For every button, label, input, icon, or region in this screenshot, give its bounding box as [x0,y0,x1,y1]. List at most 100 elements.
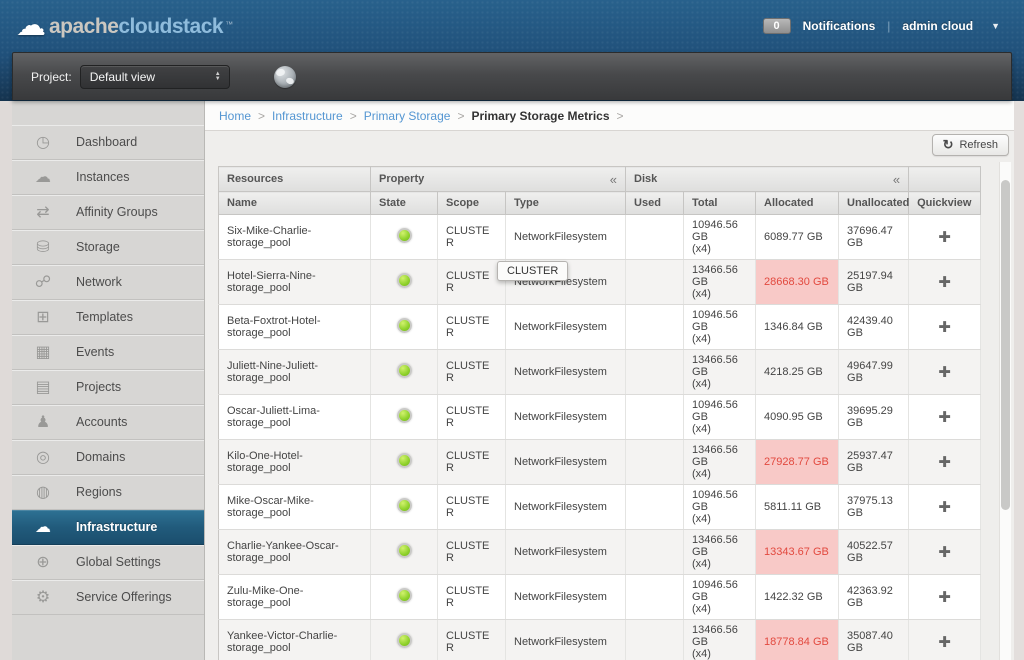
cell-used [626,305,684,350]
cell-unallocated: 42439.40 GB [839,305,909,350]
cell-state [371,485,438,530]
zone-globe-icon[interactable] [274,66,296,88]
cell-allocated: 4218.25 GB [756,350,839,395]
sidebar-item-events[interactable]: ▦ Events [12,335,204,370]
sidebar-item-regions[interactable]: ◍Regions [12,475,204,510]
sidebar-item-label: Templates [76,310,133,324]
storage-icon: ⛁ [30,237,56,257]
sidebar-item-network[interactable]: ☍ Network [12,265,204,300]
cell-name: Kilo-One-Hotel-storage_pool [219,440,371,485]
quickview-plus-icon[interactable]: ✚ [938,229,951,246]
cell-state [371,620,438,660]
quickview-plus-icon[interactable]: ✚ [938,499,951,516]
templates-icon: ⊞ [30,307,56,327]
regions-icon: ◍ [30,482,56,502]
quickview-plus-icon[interactable]: ✚ [938,454,951,471]
refresh-icon: ↻ [943,137,954,153]
cell-scope: CLUSTER [438,440,506,485]
cell-total: 10946.56 GB(x4) [684,305,756,350]
cell-name: Charlie-Yankee-Oscar-storage_pool [219,530,371,575]
sidebar-item-domains[interactable]: ◎Domains [12,440,204,475]
sidebar-item-label: Storage [76,240,120,254]
table-group-header-row: Resources Property « Disk [219,167,981,192]
sidebar-item-service-offerings[interactable]: ⚙Service Offerings [12,580,204,615]
cell-total: 10946.56 GB(x4) [684,215,756,260]
breadcrumb-item-primary-storage[interactable]: Primary Storage [364,109,451,123]
quickview-plus-icon[interactable]: ✚ [938,274,951,291]
state-on-indicator [397,453,412,468]
quickview-plus-icon[interactable]: ✚ [938,364,951,381]
user-menu[interactable]: admin cloud [902,19,973,33]
sidebar-item-templates[interactable]: ⊞ Templates [12,300,204,335]
sidebar-item-storage[interactable]: ⛁ Storage [12,230,204,265]
sidebar-item-projects[interactable]: ▤Projects [12,370,204,405]
cell-quickview: ✚ [909,215,981,260]
cell-quickview: ✚ [909,575,981,620]
cell-unallocated: 49647.99 GB [839,350,909,395]
cell-used [626,350,684,395]
sidebar-item-label: Affinity Groups [76,205,158,219]
sidebar-item-accounts[interactable]: ♟Accounts [12,405,204,440]
quickview-plus-icon[interactable]: ✚ [938,634,951,651]
scrollbar-thumb[interactable] [1001,180,1010,510]
sidebar-item-affinity-groups[interactable]: ⇄Affinity Groups [12,195,204,230]
quickview-plus-icon[interactable]: ✚ [938,319,951,336]
column-header-total: Total [684,192,756,215]
quickview-plus-icon[interactable]: ✚ [938,544,951,561]
projects-icon: ▤ [30,377,56,397]
cell-allocated: 18778.84 GB [756,620,839,660]
cell-name: Juliett-Nine-Juliett-storage_pool [219,350,371,395]
sidebar-item-infrastructure[interactable]: ☁Infrastructure [12,510,204,545]
project-view-select[interactable]: Default view ▲ ▼ [80,65,230,89]
cloudstack-logo[interactable]: ☁ apache cloudstack ™ [16,13,233,39]
cell-name: Oscar-Juliett-Lima-storage_pool [219,395,371,440]
sidebar-item-label: Network [76,275,122,289]
vertical-scrollbar[interactable] [999,162,1011,660]
collapse-property-icon[interactable]: « [610,172,617,187]
events-icon: ▦ [30,342,56,362]
cell-total: 13466.56 GB(x4) [684,260,756,305]
quickview-plus-icon[interactable]: ✚ [938,409,951,426]
group-property: Property « [371,167,626,192]
user-menu-caret-icon[interactable]: ▼ [991,21,1000,31]
breadcrumb-item-home[interactable]: Home [219,109,251,123]
refresh-button[interactable]: ↻ Refresh [932,134,1009,156]
cell-used [626,485,684,530]
cell-scope: CLUSTER [438,215,506,260]
notifications-link[interactable]: Notifications [803,19,876,33]
cell-type: NetworkFilesystem [506,305,626,350]
quickview-plus-icon[interactable]: ✚ [938,589,951,606]
cloudstack-app: ☁ apache cloudstack ™ 0 Notifications | … [0,0,1024,660]
network-icon: ☍ [30,272,56,292]
domains-icon: ◎ [30,447,56,467]
state-on-indicator [397,273,412,288]
cell-total: 10946.56 GB(x4) [684,575,756,620]
sidebar-item-global-settings[interactable]: ⊕Global Settings [12,545,204,580]
cell-type: NetworkFilesystem [506,440,626,485]
cell-total: 10946.56 GB(x4) [684,485,756,530]
collapse-disk-icon[interactable]: « [893,172,900,187]
state-on-indicator [397,408,412,423]
cell-allocated: 4090.95 GB [756,395,839,440]
notifications-count-badge[interactable]: 0 [763,18,791,34]
sidebar-item-dashboard[interactable]: ◷Dashboard [12,125,204,160]
sidebar-item-label: Infrastructure [76,520,157,534]
cell-used [626,620,684,660]
cell-quickview: ✚ [909,395,981,440]
cell-name: Yankee-Victor-Charlie-storage_pool [219,620,371,660]
breadcrumb-separator: > [350,109,357,123]
breadcrumb-separator: > [617,109,624,123]
sidebar-item-instances[interactable]: ☁Instances [12,160,204,195]
cell-name: Hotel-Sierra-Nine-storage_pool [219,260,371,305]
column-header-unallocated: Unallocated [839,192,909,215]
group-quickview-spacer [909,167,981,192]
sidebar-item-label: Dashboard [76,135,137,149]
column-header-quickview: Quickview [909,192,981,215]
breadcrumb-separator: > [258,109,265,123]
table-row: Beta-Foxtrot-Hotel-storage_poolCLUSTERNe… [219,305,981,350]
project-bar: Project: Default view ▲ ▼ [12,52,1012,100]
cell-unallocated: 37696.47 GB [839,215,909,260]
state-on-indicator [397,228,412,243]
sidebar-item-label: Events [76,345,114,359]
breadcrumb-item-infrastructure[interactable]: Infrastructure [272,109,343,123]
